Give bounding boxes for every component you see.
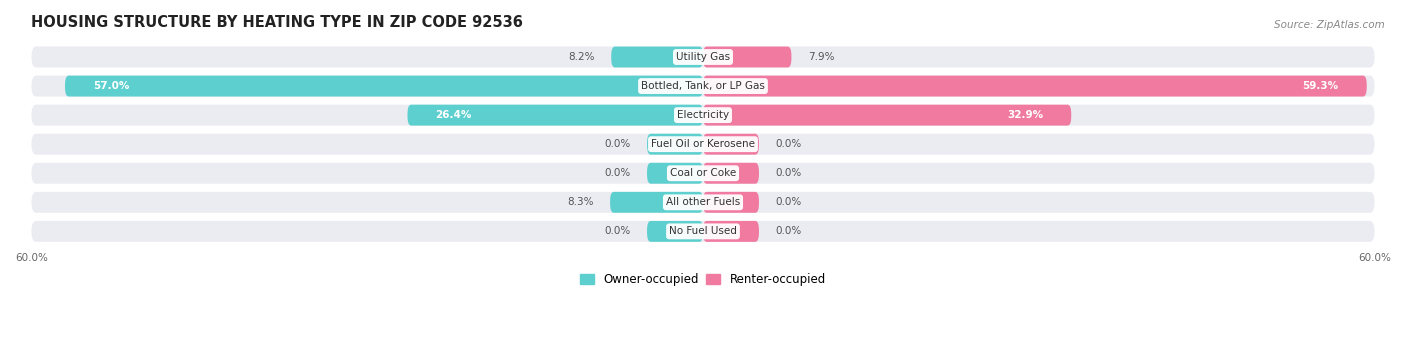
Text: 8.2%: 8.2% (568, 52, 595, 62)
FancyBboxPatch shape (612, 46, 703, 68)
Text: Coal or Coke: Coal or Coke (669, 168, 737, 178)
FancyBboxPatch shape (647, 134, 703, 155)
Text: All other Fuels: All other Fuels (666, 197, 740, 207)
Text: 0.0%: 0.0% (776, 139, 801, 149)
FancyBboxPatch shape (31, 46, 1375, 68)
FancyBboxPatch shape (703, 46, 792, 68)
Text: 0.0%: 0.0% (605, 168, 630, 178)
Text: HOUSING STRUCTURE BY HEATING TYPE IN ZIP CODE 92536: HOUSING STRUCTURE BY HEATING TYPE IN ZIP… (31, 15, 523, 30)
Text: Bottled, Tank, or LP Gas: Bottled, Tank, or LP Gas (641, 81, 765, 91)
Text: Utility Gas: Utility Gas (676, 52, 730, 62)
Text: 0.0%: 0.0% (776, 168, 801, 178)
FancyBboxPatch shape (31, 192, 1375, 213)
Text: No Fuel Used: No Fuel Used (669, 226, 737, 236)
Text: 32.9%: 32.9% (1007, 110, 1043, 120)
FancyBboxPatch shape (647, 163, 703, 184)
Text: 8.3%: 8.3% (567, 197, 593, 207)
FancyBboxPatch shape (703, 134, 759, 155)
FancyBboxPatch shape (647, 221, 703, 242)
FancyBboxPatch shape (31, 134, 1375, 155)
Text: 57.0%: 57.0% (93, 81, 129, 91)
FancyBboxPatch shape (703, 192, 759, 213)
Text: 26.4%: 26.4% (436, 110, 472, 120)
FancyBboxPatch shape (31, 163, 1375, 184)
Text: 0.0%: 0.0% (605, 139, 630, 149)
FancyBboxPatch shape (408, 105, 703, 125)
FancyBboxPatch shape (610, 192, 703, 213)
FancyBboxPatch shape (703, 105, 1071, 125)
Text: 0.0%: 0.0% (776, 226, 801, 236)
Legend: Owner-occupied, Renter-occupied: Owner-occupied, Renter-occupied (575, 269, 831, 291)
FancyBboxPatch shape (703, 163, 759, 184)
Text: Source: ZipAtlas.com: Source: ZipAtlas.com (1274, 20, 1385, 30)
Text: 0.0%: 0.0% (605, 226, 630, 236)
Text: Electricity: Electricity (676, 110, 730, 120)
FancyBboxPatch shape (31, 76, 1375, 97)
Text: Fuel Oil or Kerosene: Fuel Oil or Kerosene (651, 139, 755, 149)
Text: 59.3%: 59.3% (1302, 81, 1339, 91)
Text: 0.0%: 0.0% (776, 197, 801, 207)
FancyBboxPatch shape (31, 105, 1375, 125)
FancyBboxPatch shape (703, 76, 1367, 97)
FancyBboxPatch shape (703, 221, 759, 242)
FancyBboxPatch shape (65, 76, 703, 97)
FancyBboxPatch shape (31, 221, 1375, 242)
Text: 7.9%: 7.9% (808, 52, 835, 62)
